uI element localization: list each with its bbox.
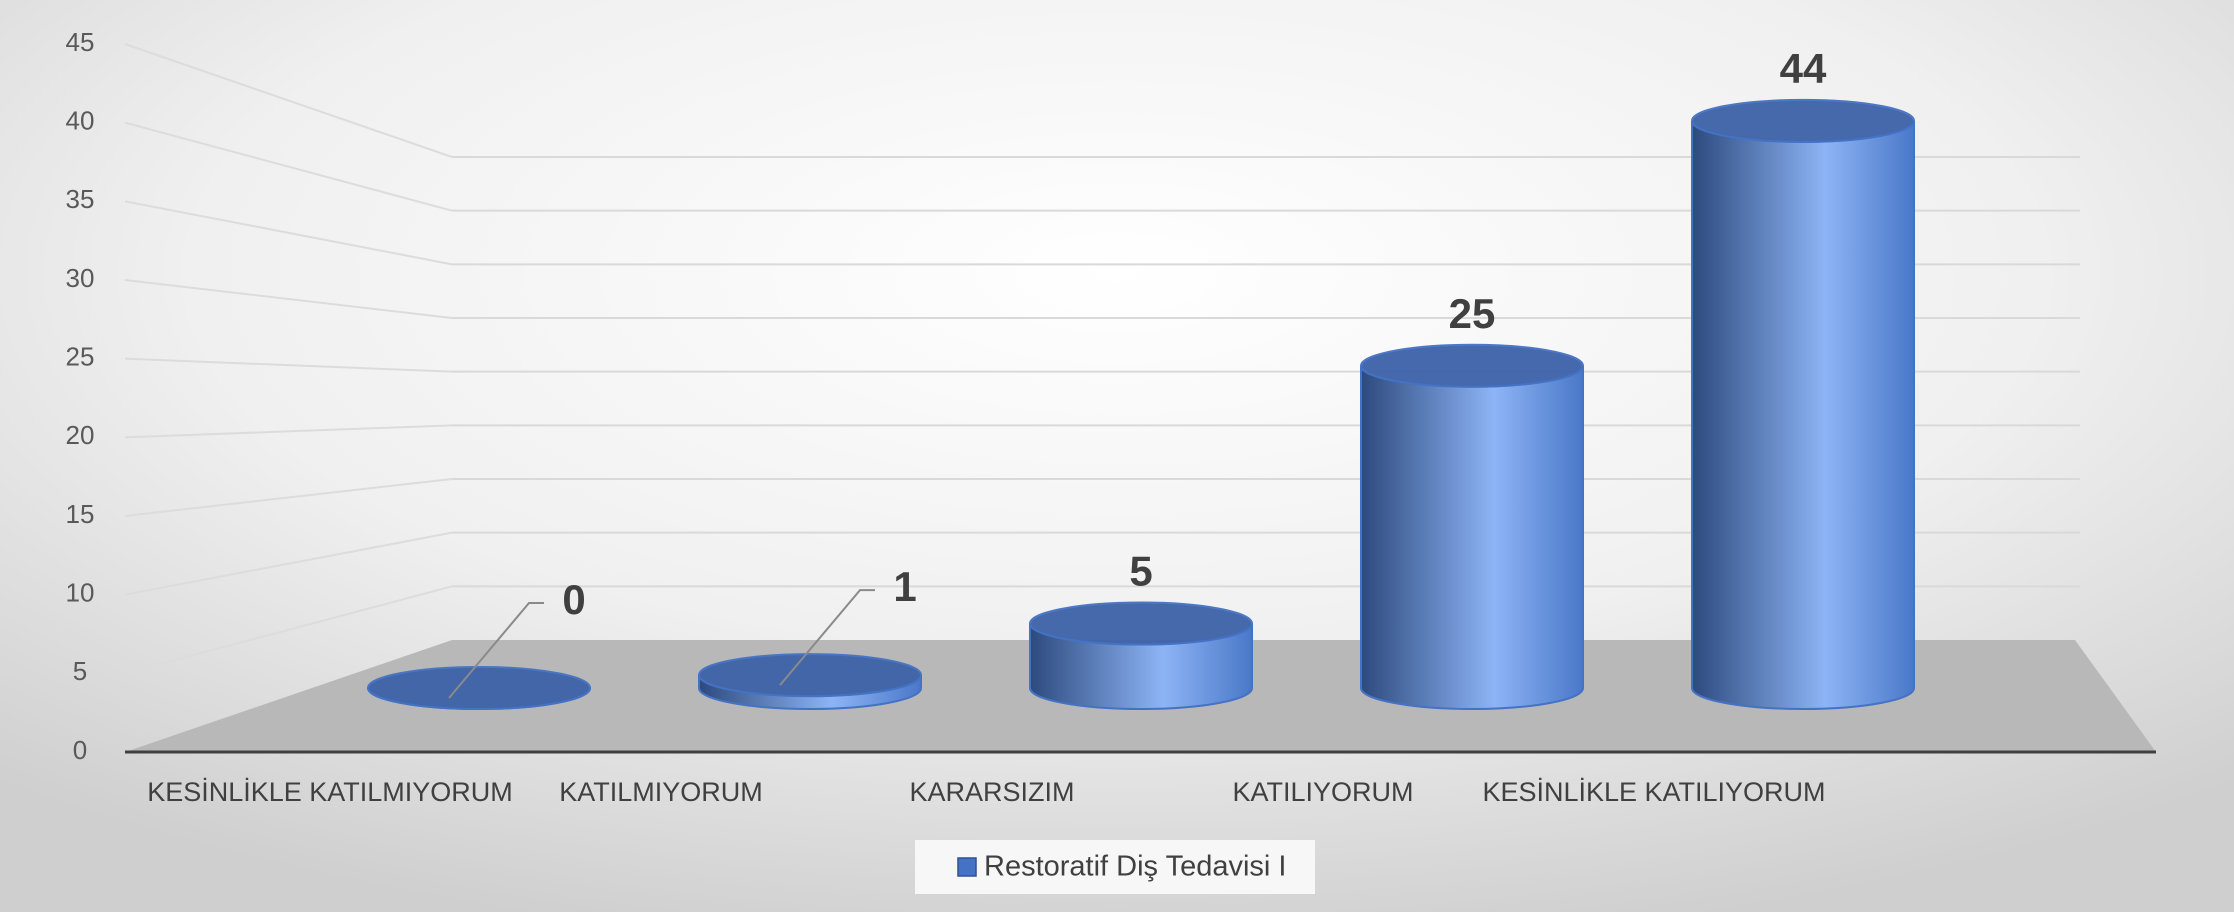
side-grid-line	[124, 478, 453, 517]
side-grid-line	[124, 279, 453, 319]
x-tick-label: KATILMIYORUM	[559, 777, 763, 807]
y-tick-label: 40	[66, 106, 95, 136]
data-label: 44	[1780, 45, 1827, 92]
side-grid-line	[124, 121, 453, 212]
y-tick-label: 15	[66, 499, 95, 529]
data-label: 25	[1449, 290, 1496, 337]
cylinder-top	[1360, 343, 1584, 388]
data-label: 0	[562, 576, 585, 623]
cylinder	[1360, 365, 1584, 710]
legend-swatch	[957, 857, 977, 877]
side-grid-line	[124, 585, 453, 675]
legend	[915, 840, 1315, 894]
cylinder-top	[1691, 98, 1915, 143]
cylinder-top	[1029, 601, 1253, 646]
y-tick-label: 10	[66, 578, 95, 608]
x-tick-label: KATILIYORUM	[1232, 777, 1413, 807]
leader-line	[448, 602, 544, 699]
cylinder	[1691, 120, 1915, 710]
y-tick-label: 0	[73, 735, 87, 765]
side-grid-line	[124, 531, 453, 596]
x-tick-label: KESİNLİKLE KATILIYORUM	[1482, 776, 1825, 807]
side-grid-line	[124, 357, 453, 373]
side-grid-line	[124, 43, 453, 158]
y-tick-label: 5	[73, 656, 87, 686]
side-grid-line	[124, 200, 453, 266]
y-tick-label: 20	[66, 420, 95, 450]
y-tick-label: 25	[66, 342, 95, 372]
side-grid-line	[124, 424, 453, 439]
cylinder-top	[698, 653, 922, 698]
y-tick-label: 35	[66, 184, 95, 214]
legend-label: Restoratif Diş Tedavisi I	[984, 851, 1286, 883]
y-tick-label: 30	[66, 263, 95, 293]
leader-line	[779, 589, 875, 686]
data-label: 5	[1129, 548, 1152, 595]
x-tick-label: KESİNLİKLE KATILMIYORUM	[147, 776, 513, 807]
x-tick-label: KARARSIZIM	[909, 777, 1074, 807]
y-tick-label: 45	[66, 27, 95, 57]
cylinder-top	[367, 666, 591, 710]
data-label: 1	[893, 563, 916, 610]
